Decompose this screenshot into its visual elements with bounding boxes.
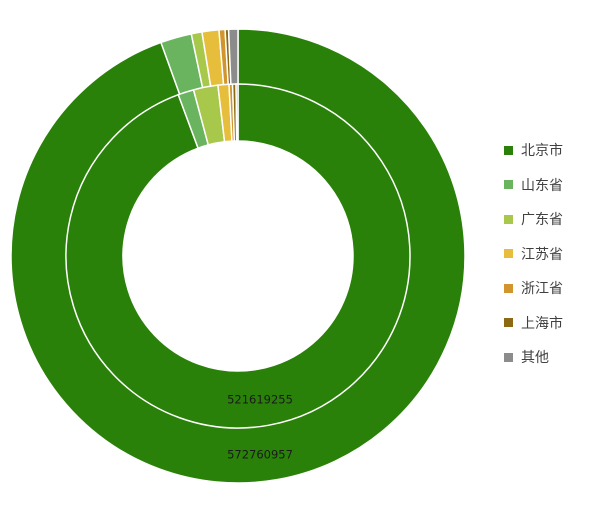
legend-swatch bbox=[504, 283, 513, 293]
legend-label: 其他 bbox=[521, 350, 549, 367]
inner-ring-data-label: 521619255 bbox=[227, 393, 293, 407]
legend: 北京市山东省广东省江苏省浙江省上海市其他 bbox=[504, 133, 563, 375]
legend-item: 浙江省 bbox=[504, 271, 563, 306]
legend-item: 江苏省 bbox=[504, 237, 563, 272]
outer-slice-7 bbox=[227, 28, 239, 87]
legend-swatch bbox=[504, 180, 513, 190]
legend-label: 北京市 bbox=[521, 143, 563, 160]
legend-item: 上海市 bbox=[504, 306, 563, 341]
legend-swatch bbox=[504, 352, 513, 362]
legend-item: 山东省 bbox=[504, 168, 563, 203]
doughnut-plot: 572760957 521619255 bbox=[10, 28, 466, 484]
legend-swatch bbox=[504, 214, 513, 224]
inner-slice-1 bbox=[65, 83, 411, 429]
legend-item: 北京市 bbox=[504, 133, 563, 168]
legend-item: 广东省 bbox=[504, 202, 563, 237]
legend-label: 上海市 bbox=[521, 315, 563, 332]
legend-swatch bbox=[504, 145, 513, 155]
legend-item: 其他 bbox=[504, 340, 563, 375]
legend-label: 山东省 bbox=[521, 177, 563, 194]
legend-label: 浙江省 bbox=[521, 281, 563, 298]
inner-slice-7 bbox=[235, 83, 239, 142]
legend-swatch bbox=[504, 249, 513, 259]
legend-swatch bbox=[504, 318, 513, 328]
legend-label: 广东省 bbox=[521, 212, 563, 229]
legend-label: 江苏省 bbox=[521, 246, 563, 263]
outer-ring-data-label: 572760957 bbox=[227, 448, 293, 462]
